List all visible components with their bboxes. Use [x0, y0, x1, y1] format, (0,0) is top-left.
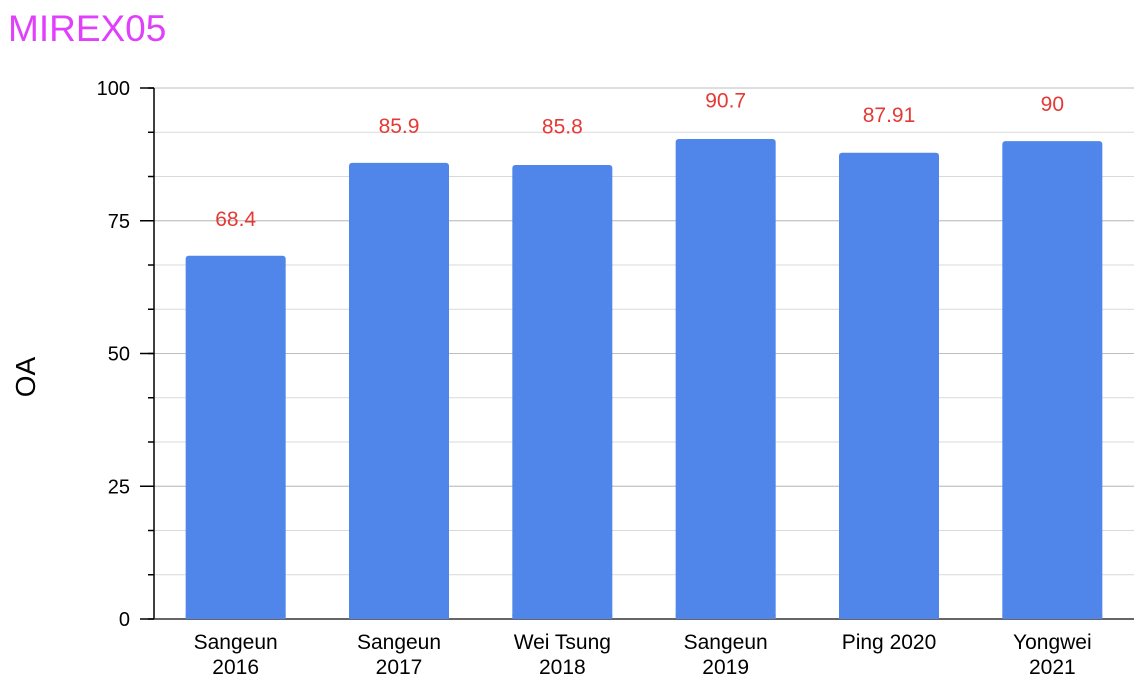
x-tick-label: Sangeun — [684, 631, 768, 654]
x-tick-label: 2018 — [539, 656, 586, 679]
bar-base — [1002, 615, 1103, 619]
data-label: 90 — [1041, 93, 1064, 116]
bar-base — [839, 615, 939, 619]
bar-base — [185, 615, 286, 619]
data-label: 85.8 — [542, 115, 583, 138]
x-tick-label: Wei Tsung — [514, 631, 611, 654]
data-label: 90.7 — [705, 89, 746, 112]
data-label: 87.91 — [863, 104, 916, 127]
x-tick-label: 2017 — [376, 656, 423, 679]
x-tick-label: Yongwei — [1013, 631, 1092, 654]
chart-title: MIREX05 — [8, 8, 167, 49]
bar — [512, 164, 613, 619]
y-tick-label: 100 — [97, 78, 130, 100]
bar — [675, 138, 776, 619]
data-label: 68.4 — [215, 208, 256, 231]
bar — [349, 162, 449, 619]
bar-base — [512, 615, 613, 619]
data-label: 85.9 — [379, 115, 420, 138]
x-tick-label: 2016 — [212, 656, 259, 679]
y-tick-label: 0 — [119, 609, 130, 631]
y-tick-label: 75 — [108, 211, 130, 233]
y-tick-label: 50 — [108, 344, 130, 366]
bar-base — [349, 615, 449, 619]
x-tick-label: 2021 — [1029, 656, 1076, 679]
x-tick-label: Sangeun — [357, 631, 441, 654]
bar — [1002, 141, 1103, 619]
x-tick-label: Sangeun — [194, 631, 278, 654]
x-tick-label: 2019 — [702, 656, 749, 679]
bar — [839, 152, 939, 620]
bar — [185, 255, 286, 619]
bar-base — [675, 615, 776, 619]
y-tick-label: 25 — [108, 476, 130, 498]
x-tick-label: Ping 2020 — [842, 631, 937, 654]
